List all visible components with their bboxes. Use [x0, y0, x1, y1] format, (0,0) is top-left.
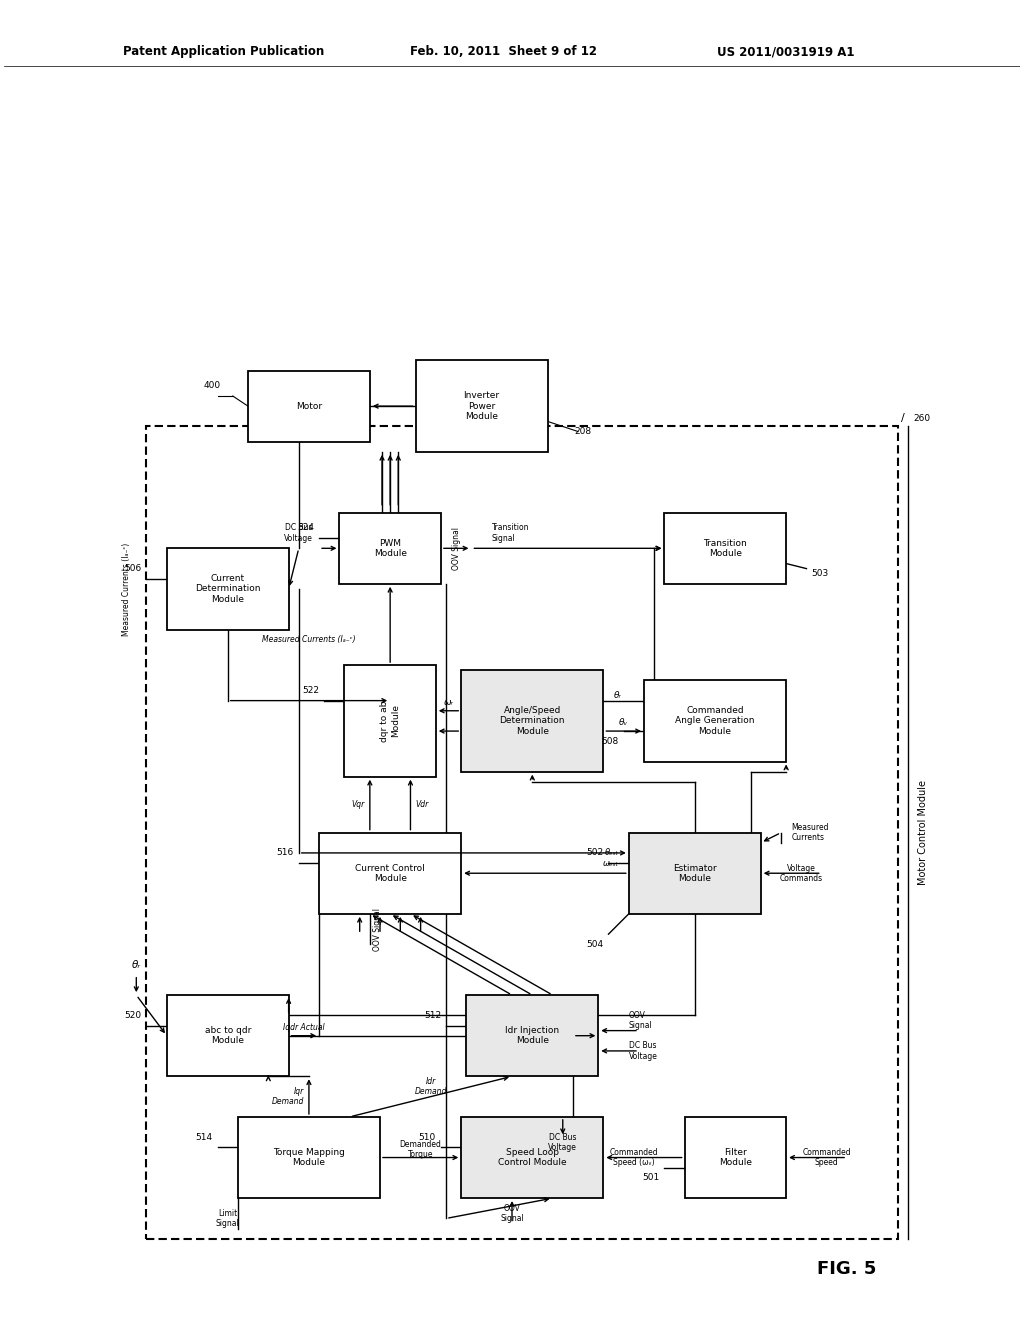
Bar: [461, 671, 603, 772]
Text: DC Bus
Voltage: DC Bus Voltage: [548, 1133, 578, 1152]
Text: Iqr
Demand: Iqr Demand: [271, 1086, 304, 1106]
Text: Measured
Currents: Measured Currents: [792, 822, 828, 842]
Text: Motor Control Module: Motor Control Module: [919, 780, 928, 886]
Text: OOV Signal: OOV Signal: [373, 908, 382, 950]
Text: θᵣ: θᵣ: [132, 960, 141, 970]
Text: Commanded
Speed (ωᵥ): Commanded Speed (ωᵥ): [609, 1148, 658, 1167]
Text: 502: 502: [587, 849, 603, 858]
Text: 522: 522: [302, 686, 319, 694]
Text: θᵣ: θᵣ: [613, 692, 622, 700]
Bar: [248, 371, 370, 442]
Text: 506: 506: [124, 564, 141, 573]
Bar: [685, 1117, 786, 1199]
Text: 501: 501: [642, 1173, 659, 1183]
Bar: [629, 833, 761, 913]
Text: Current
Determination
Module: Current Determination Module: [195, 574, 260, 603]
Text: DC Bus
Voltage: DC Bus Voltage: [629, 1041, 657, 1061]
Bar: [416, 360, 548, 451]
Text: US 2011/0031919 A1: US 2011/0031919 A1: [717, 45, 854, 58]
Text: OOV
Signal: OOV Signal: [500, 1204, 524, 1224]
Text: 400: 400: [204, 381, 221, 391]
Text: PWM
Module: PWM Module: [374, 539, 407, 558]
Text: Motor: Motor: [296, 401, 322, 411]
Text: θₑₛₜ
ωₑₛₜ: θₑₛₜ ωₑₛₜ: [602, 849, 618, 867]
Bar: [146, 426, 898, 1238]
Text: Iqdr Actual: Iqdr Actual: [283, 1023, 325, 1032]
Text: Current Control
Module: Current Control Module: [355, 863, 425, 883]
Text: 510: 510: [419, 1133, 436, 1142]
Text: Limit
Signal: Limit Signal: [216, 1209, 240, 1228]
Bar: [167, 995, 289, 1076]
Text: abc to qdr
Module: abc to qdr Module: [205, 1026, 251, 1045]
Text: /: /: [901, 413, 904, 424]
Text: Commanded
Angle Generation
Module: Commanded Angle Generation Module: [675, 706, 755, 735]
Text: 503: 503: [812, 569, 828, 578]
Bar: [665, 512, 786, 583]
Bar: [167, 548, 289, 630]
Text: 508: 508: [601, 737, 618, 746]
Bar: [461, 1117, 603, 1199]
Text: Speed Loop
Control Module: Speed Loop Control Module: [498, 1148, 566, 1167]
Text: Idr
Demand: Idr Demand: [415, 1077, 446, 1096]
Text: 516: 516: [276, 849, 294, 858]
Text: FIG. 5: FIG. 5: [817, 1261, 877, 1278]
Bar: [238, 1117, 380, 1199]
Text: Filter
Module: Filter Module: [719, 1148, 752, 1167]
Text: 504: 504: [587, 940, 603, 949]
Text: Patent Application Publication: Patent Application Publication: [123, 45, 325, 58]
Bar: [466, 995, 598, 1076]
Text: θᵥ: θᵥ: [620, 718, 629, 727]
Text: Vqr: Vqr: [351, 800, 365, 809]
Text: Idr Injection
Module: Idr Injection Module: [505, 1026, 559, 1045]
Text: Commanded
Speed: Commanded Speed: [803, 1148, 851, 1167]
Text: 514: 514: [196, 1133, 212, 1142]
Text: Measured Currents (Iₐ₋ᶜ): Measured Currents (Iₐ₋ᶜ): [262, 635, 355, 644]
Text: Estimator
Module: Estimator Module: [673, 863, 717, 883]
Text: 524: 524: [297, 524, 314, 532]
Text: OOV
Signal: OOV Signal: [629, 1011, 652, 1030]
Text: 208: 208: [574, 428, 592, 436]
Bar: [344, 665, 436, 776]
Text: ωᵣ: ωᵣ: [443, 698, 454, 708]
Text: Demanded
Torque: Demanded Torque: [399, 1139, 441, 1159]
Text: Transition
Signal: Transition Signal: [492, 523, 529, 543]
Text: 260: 260: [913, 414, 930, 424]
Text: 512: 512: [424, 1011, 441, 1020]
Text: dqr to ab
Module: dqr to ab Module: [381, 700, 399, 742]
Text: Torque Mapping
Module: Torque Mapping Module: [273, 1148, 345, 1167]
Text: Measured Currents (Iₐ₋ᶜ): Measured Currents (Iₐ₋ᶜ): [122, 543, 131, 635]
Text: Voltage
Commands: Voltage Commands: [780, 863, 823, 883]
Bar: [644, 680, 786, 762]
Text: Angle/Speed
Determination
Module: Angle/Speed Determination Module: [500, 706, 565, 735]
Bar: [319, 833, 461, 913]
Text: Vdr: Vdr: [416, 800, 429, 809]
Text: Inverter
Power
Module: Inverter Power Module: [464, 391, 500, 421]
Bar: [339, 512, 441, 583]
Text: OOV Signal: OOV Signal: [452, 527, 461, 570]
Text: 520: 520: [124, 1011, 141, 1020]
Text: DC Bus
Voltage: DC Bus Voltage: [285, 523, 313, 543]
Text: Feb. 10, 2011  Sheet 9 of 12: Feb. 10, 2011 Sheet 9 of 12: [410, 45, 597, 58]
Text: Transition
Module: Transition Module: [703, 539, 748, 558]
